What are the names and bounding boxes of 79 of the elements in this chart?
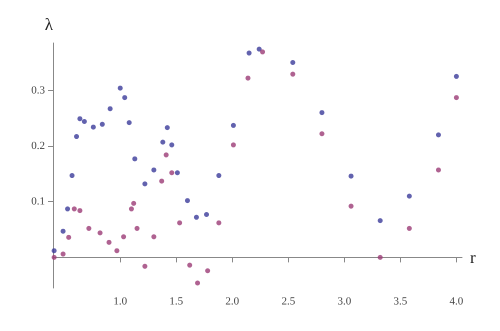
point [77, 208, 82, 214]
x-tick-label: 1.5 [169, 296, 184, 308]
point [195, 280, 200, 286]
point [164, 152, 169, 158]
point [290, 60, 296, 65]
x-tick-label: 2.0 [225, 296, 240, 308]
point [106, 240, 112, 245]
point [164, 125, 170, 130]
point [134, 226, 140, 231]
point [70, 173, 75, 178]
point [118, 86, 123, 91]
point [142, 181, 148, 186]
point [82, 119, 87, 124]
point [52, 248, 57, 254]
point [184, 198, 190, 204]
point [86, 226, 92, 231]
x-tick-label: 4.0 [450, 296, 464, 308]
point [77, 116, 82, 122]
point [406, 194, 412, 199]
point [436, 167, 441, 172]
x-axis-title: r [470, 248, 476, 267]
point [177, 220, 182, 226]
point [132, 156, 138, 162]
point [205, 268, 210, 274]
point [151, 234, 156, 240]
point [230, 122, 236, 128]
point [159, 178, 164, 184]
point [245, 76, 250, 81]
point [100, 122, 105, 127]
point [60, 252, 66, 257]
point [66, 234, 72, 240]
point [290, 72, 296, 77]
point [230, 142, 236, 148]
point [187, 262, 192, 268]
point [74, 134, 80, 140]
point [378, 254, 383, 260]
point [260, 49, 266, 54]
point [216, 173, 222, 178]
point [52, 254, 57, 260]
point [319, 110, 324, 116]
point [204, 212, 210, 217]
point [128, 206, 134, 212]
point [72, 206, 77, 212]
point [319, 131, 324, 136]
point [142, 264, 148, 269]
point [194, 214, 199, 220]
point [60, 228, 66, 234]
point [108, 106, 113, 112]
point [348, 204, 354, 209]
point [348, 174, 354, 179]
point [216, 220, 222, 226]
point [90, 124, 96, 130]
y-tick-label: 0.3 [31, 84, 46, 96]
point [160, 140, 166, 145]
x-tick-label: 3.0 [337, 296, 352, 308]
point [378, 218, 383, 224]
point [436, 132, 441, 138]
point [454, 95, 459, 100]
point [406, 226, 412, 231]
point [122, 95, 128, 100]
x-tick-label: 1.0 [113, 296, 128, 308]
point [121, 234, 126, 240]
point [126, 120, 132, 126]
y-axis-title: λ [44, 15, 54, 34]
point [114, 248, 120, 254]
point [454, 74, 459, 79]
point [169, 142, 174, 148]
point [98, 230, 103, 236]
point [65, 206, 70, 212]
y-tick-label: 0.2 [31, 140, 45, 152]
x-tick-label: 3.5 [393, 296, 408, 308]
y-tick-label: 0.1 [31, 196, 45, 208]
point [151, 167, 156, 172]
x-tick-label: 2.5 [281, 296, 296, 308]
point [174, 170, 180, 176]
point [131, 200, 136, 206]
point [256, 46, 262, 52]
point [246, 50, 252, 56]
point [169, 170, 174, 176]
